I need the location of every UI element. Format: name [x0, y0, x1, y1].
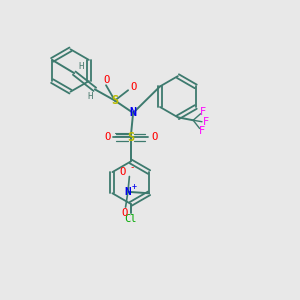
Text: O: O — [122, 208, 128, 218]
Text: O: O — [130, 82, 136, 92]
Text: -: - — [130, 163, 135, 172]
Text: F: F — [200, 107, 206, 117]
Text: O: O — [151, 132, 158, 142]
Text: Cl: Cl — [124, 214, 137, 224]
Text: S: S — [127, 130, 134, 143]
Text: O: O — [120, 167, 126, 177]
Text: H: H — [78, 62, 83, 71]
Text: N: N — [130, 106, 137, 119]
Text: O: O — [103, 75, 109, 85]
Text: F: F — [202, 117, 209, 127]
Text: F: F — [199, 126, 205, 136]
Text: N: N — [124, 187, 131, 197]
Text: H: H — [88, 92, 93, 101]
Text: +: + — [132, 182, 137, 191]
Text: O: O — [104, 132, 110, 142]
Text: S: S — [111, 94, 118, 107]
